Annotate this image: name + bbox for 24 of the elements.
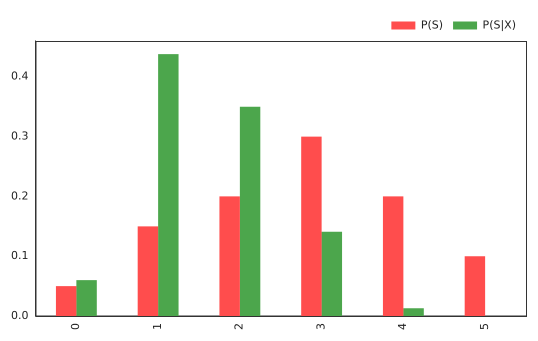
x-tick-label: 1 bbox=[150, 323, 164, 330]
legend-label: P(S) bbox=[420, 18, 444, 32]
x-tick-label: 5 bbox=[478, 323, 491, 330]
x-tick-label: 4 bbox=[396, 323, 410, 330]
y-tick-label: 0.3 bbox=[10, 130, 28, 143]
y-tick-label: 0.4 bbox=[10, 70, 28, 83]
x-tick-label: 2 bbox=[232, 323, 246, 330]
bar bbox=[403, 308, 424, 316]
bar bbox=[158, 54, 179, 316]
bar bbox=[219, 196, 240, 316]
x-tick-label: 0 bbox=[69, 323, 82, 330]
bar bbox=[301, 136, 322, 316]
y-tick-label: 0.1 bbox=[10, 249, 28, 262]
bar bbox=[138, 226, 158, 316]
bar bbox=[240, 106, 260, 316]
bar bbox=[464, 256, 486, 316]
bar bbox=[56, 286, 76, 316]
bar bbox=[76, 280, 97, 316]
legend-label: P(S|X) bbox=[482, 18, 516, 32]
bar bbox=[322, 232, 342, 316]
y-tick-label: 0.2 bbox=[10, 189, 28, 202]
bar bbox=[382, 196, 404, 316]
x-tick-label: 3 bbox=[314, 323, 328, 330]
y-tick-label: 0.0 bbox=[10, 308, 28, 322]
